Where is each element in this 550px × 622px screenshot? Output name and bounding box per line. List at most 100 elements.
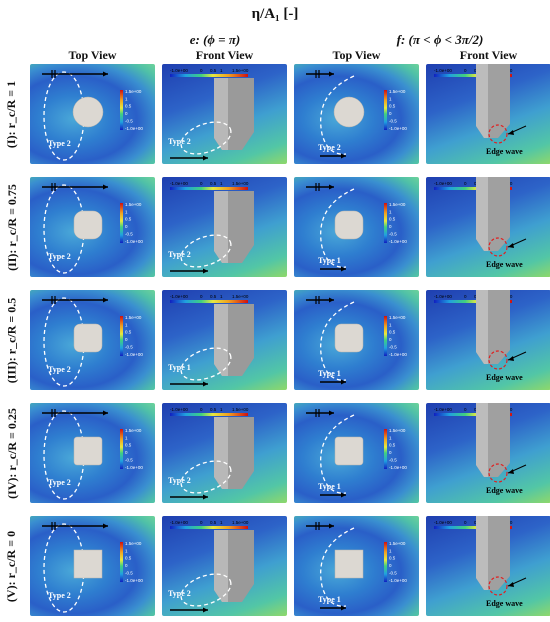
panel-graphic: 1.5e+00 1 0.5 0 -0.5 -1.0e+00 Type 1: [306, 409, 407, 498]
edge-wave-marker: [488, 237, 508, 257]
colorbar-tick-label: 0: [464, 68, 467, 73]
vortex-type-label: Type 2: [168, 250, 191, 259]
pile-cross-section: [73, 549, 103, 579]
vortex-type-label: Type 1: [318, 369, 341, 378]
pile-front-view: [476, 64, 510, 138]
panel-graphic: 1.5e+00 1 0.5 0 -0.5 -1.0e+00 Type 2: [42, 183, 143, 274]
colorbar-tick-label: -0.5: [389, 457, 397, 462]
vertical-colorbar: 1.5e+00 1 0.5 0 -0.5 -1.0e+00: [120, 89, 143, 131]
colorbar-tick-label: -0.5: [389, 344, 397, 349]
inflow-arrow: [42, 183, 108, 191]
panel-graphic: 1.5e+00 1 0.5 0 -0.5 -1.0e+00 Type 2: [42, 296, 143, 387]
top-view-panel: 1.5e+00 1 0.5 0 -0.5 -1.0e+00 Type 1: [294, 403, 419, 503]
colorbar-tick-label: 1.5e+00: [232, 181, 249, 186]
vortex-type-label: Type 2: [168, 137, 191, 146]
colorbar-tick-label: 1.5e+00: [125, 541, 142, 546]
colorbar-tick-label: -1.0e+00: [170, 181, 188, 186]
column-heading-front-view-f: Front View: [459, 48, 518, 62]
colorbar-tick-label: -1.0e+00: [170, 407, 188, 412]
colorbar-tick-label: 1.5e+00: [389, 428, 406, 433]
top-view-panel: 1.5e+00 1 0.5 0 -0.5 -1.0e+00 Type 2: [30, 290, 155, 390]
colorbar-tick-label: -1.0e+00: [434, 68, 452, 73]
pile-front-view: [214, 304, 254, 376]
panel-graphic: -1.0e+00 0 0.5 1 1.5e+00 Type 1: [168, 294, 254, 387]
colorbar-tick-label: 1: [220, 407, 223, 412]
row-label-text: (II): r_c/R = 0.75: [4, 183, 19, 271]
colorbar-tick-label: 0: [389, 563, 392, 568]
row-label: (III): r_c/R = 0.5: [0, 290, 24, 390]
edge-wave-label: Edge wave: [486, 373, 523, 382]
vortex-direction-arrow: [320, 266, 346, 272]
colorbar-tick-label: 0.5: [389, 217, 396, 222]
colorbar-tick-label: -1.0e+00: [125, 239, 143, 244]
colorbar-tick-label: 1.5e+00: [232, 407, 249, 412]
row-label: (I): r_c/R = 1: [0, 64, 24, 164]
colorbar-tick-label: 1.5e+00: [389, 202, 406, 207]
colorbar-tick-label: 0: [200, 520, 203, 525]
colorbar-tick-label: 1: [125, 96, 128, 101]
wake-region-marker: [320, 527, 355, 607]
wake-region-marker: [320, 301, 355, 381]
colorbar-tick-label: 0: [200, 181, 203, 186]
colorbar-tick-label: 1: [389, 322, 392, 327]
colorbar-tick-label: -0.5: [389, 570, 397, 575]
colorbar-tick-label: 1.5e+00: [232, 520, 249, 525]
colorbar-tick-label: 1: [125, 322, 128, 327]
top-view-panel: 1.5e+00 1 0.5 0 -0.5 -1.0e+00 Type 2: [30, 403, 155, 503]
colorbar-tick-label: 0: [200, 407, 203, 412]
vortex-type-label: Type 1: [168, 363, 191, 372]
edge-wave-arrow: [507, 464, 527, 474]
colorbar-tick-label: 0: [389, 337, 392, 342]
vertical-colorbar: 1.5e+00 1 0.5 0 -0.5 -1.0e+00: [384, 89, 407, 131]
pile-front-view: [214, 191, 254, 263]
vortex-type-label: Type 2: [48, 139, 71, 148]
vortex-direction-arrow: [320, 153, 346, 159]
row-label: (IV): r_c/R = 0.25: [0, 403, 24, 503]
colorbar-tick-label: -1.0e+00: [434, 520, 452, 525]
panel-graphic: 1.5e+00 1 0.5 0 -0.5 -1.0e+00 Type 1: [306, 522, 407, 611]
colorbar-tick-label: 0: [125, 450, 128, 455]
colorbar-tick-label: 0: [464, 520, 467, 525]
front-view-panel: -1.0e+00 0 0.5 1 1.5e+00 Type 2: [162, 64, 287, 164]
colorbar-tick-label: -1.0e+00: [389, 239, 407, 244]
inflow-arrow: [42, 409, 108, 417]
colorbar-tick-label: 1: [125, 548, 128, 553]
colorbar-tick-label: 1: [125, 435, 128, 440]
colorbar-tick-label: 1.5e+00: [125, 315, 142, 320]
group-heading-f: f: (π < ϕ < 3π/2): [396, 32, 484, 47]
colorbar-tick-label: 0.5: [210, 520, 217, 525]
panel-graphic: -1.0e+00 0 0.5 1 1.5e+00 Type 2: [168, 68, 254, 161]
colorbar-tick-label: 1: [220, 181, 223, 186]
row-label-text: (V): r_c/R = 0: [4, 530, 19, 602]
inflow-arrow: [306, 70, 334, 78]
colorbar-tick-label: 0: [464, 294, 467, 299]
colorbar-tick-label: 0.5: [125, 443, 132, 448]
edge-wave-label: Edge wave: [486, 599, 523, 608]
colorbar-tick-label: 0: [464, 181, 467, 186]
row-label-text: (I): r_c/R = 1: [4, 80, 19, 148]
colorbar-tick-label: 1: [389, 548, 392, 553]
colorbar-tick-label: 0: [125, 563, 128, 568]
colorbar-tick-label: -1.0e+00: [434, 294, 452, 299]
pile-cross-section: [334, 549, 364, 579]
inflow-arrow: [42, 296, 108, 304]
panel-graphic: -1.0e+00 0 0.5 1 1.5e+00 Type 2: [168, 520, 254, 613]
panel-graphic: 1.5e+00 1 0.5 0 -0.5 -1.0e+00 Type 1: [306, 183, 407, 272]
colorbar-tick-label: 1: [220, 68, 223, 73]
vortex-direction-arrow: [170, 607, 208, 613]
panel-graphic: -1.0e+00 0 0.5 1 1.5e+00 Type 2: [168, 407, 254, 500]
inflow-arrow: [306, 522, 334, 530]
colorbar-tick-label: 1: [220, 520, 223, 525]
vertical-colorbar: 1.5e+00 1 0.5 0 -0.5 -1.0e+00: [120, 202, 143, 244]
panel-graphic: -1.0e+00 0 0.5 1 1.5e+00 Type 2: [168, 181, 254, 274]
edge-wave-label: Edge wave: [486, 147, 523, 156]
vertical-colorbar: 1.5e+00 1 0.5 0 -0.5 -1.0e+00: [120, 315, 143, 357]
vortex-type-label: Type 1: [318, 482, 341, 491]
vortex-direction-arrow: [170, 155, 208, 161]
colorbar-tick-label: -0.5: [389, 231, 397, 236]
colorbar-tick-label: -0.5: [125, 570, 133, 575]
pile-front-view: [214, 78, 254, 150]
